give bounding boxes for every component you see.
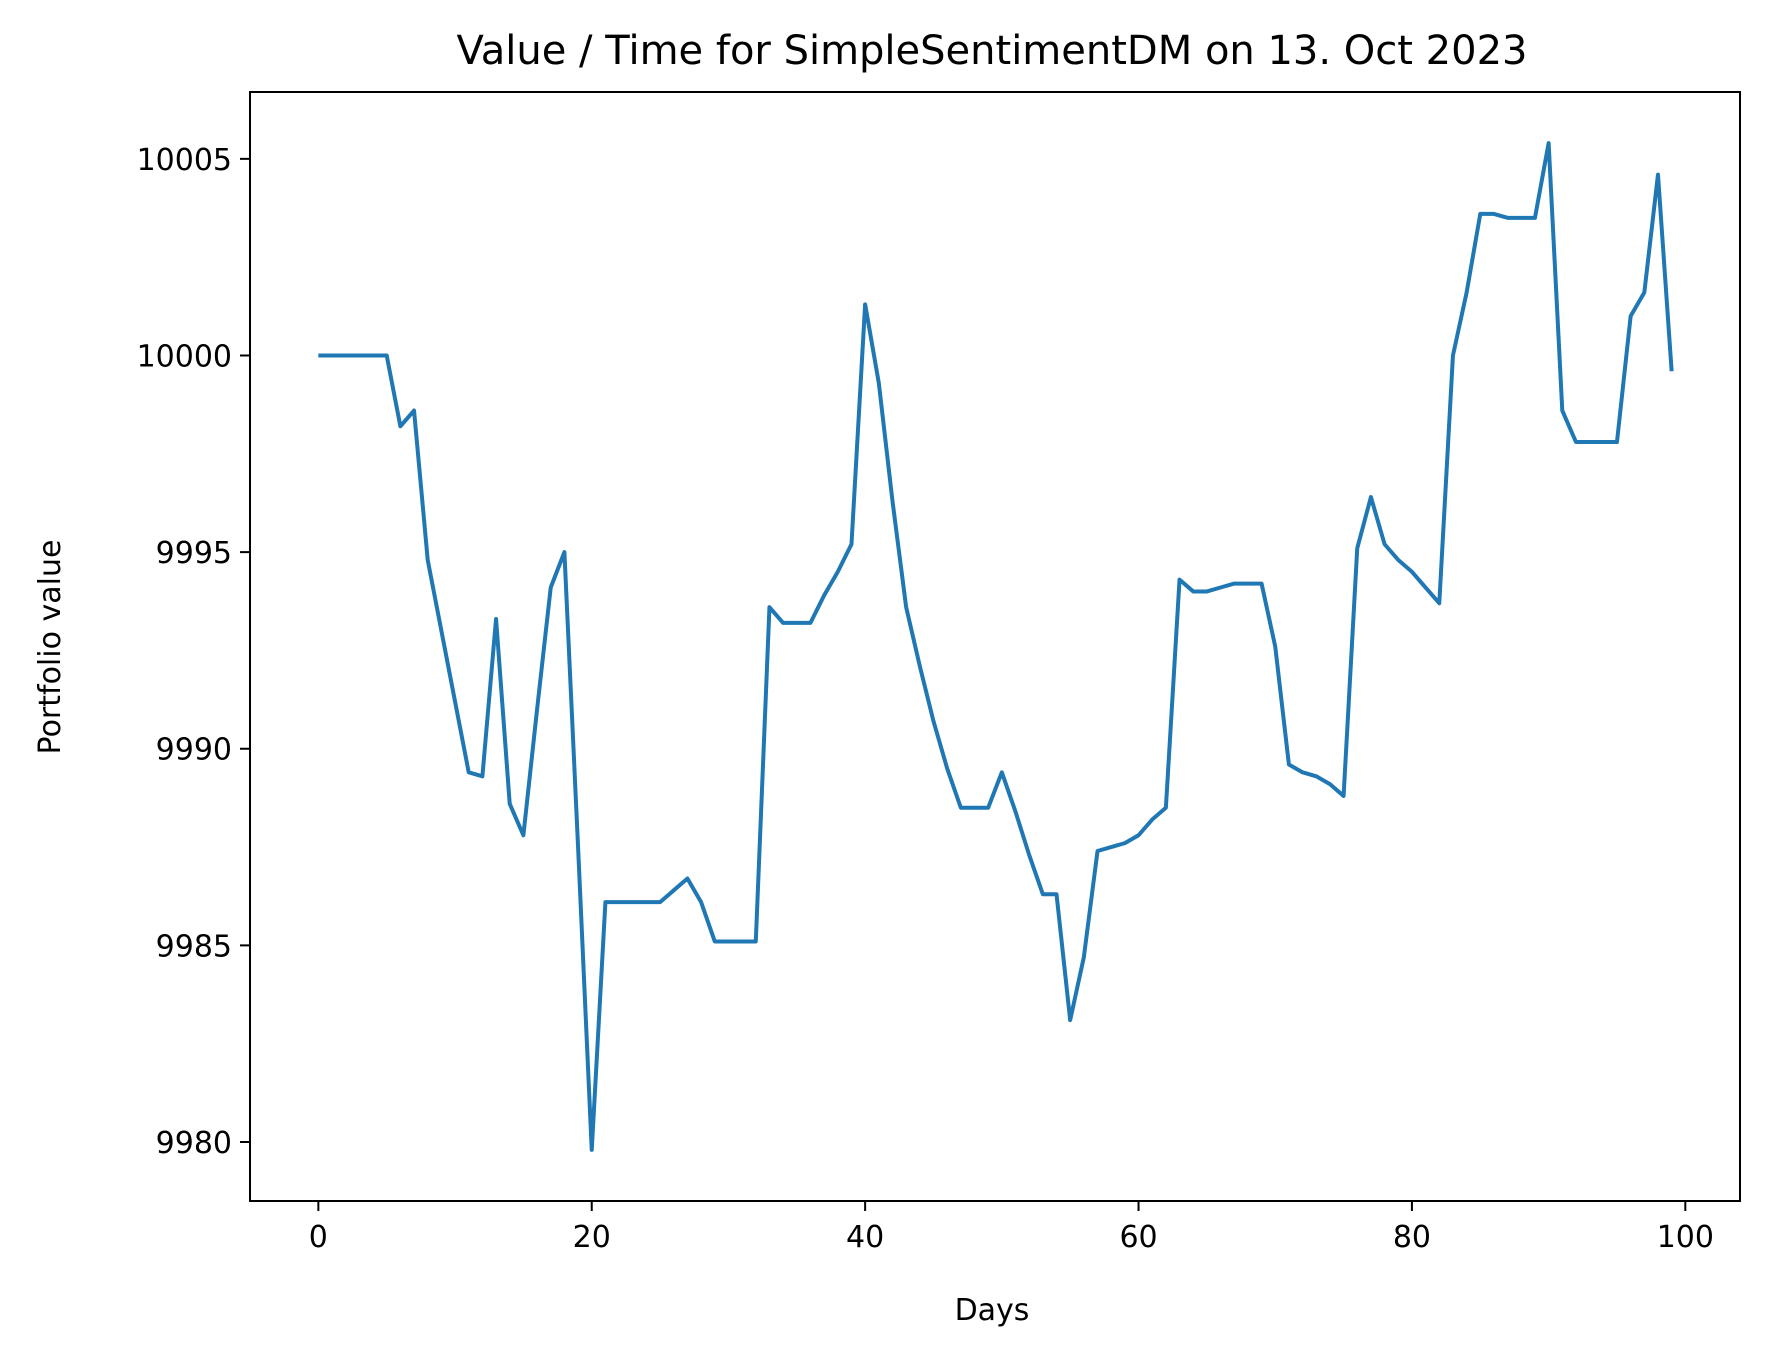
y-tick-label: 10005 <box>137 143 232 178</box>
y-tick-label: 9995 <box>156 536 232 571</box>
axes-frame <box>249 91 1741 1202</box>
series-line <box>318 141 1674 1152</box>
y-axis: 9980 9985 9990 9995 10000 10005 <box>137 143 250 1161</box>
x-tick-label: 40 <box>846 1220 884 1255</box>
y-tick-label: 10000 <box>137 339 232 374</box>
x-axis: 0 20 40 60 80 100 <box>309 1201 1714 1255</box>
y-tick-label: 9990 <box>156 733 232 768</box>
x-tick-label: 100 <box>1657 1220 1714 1255</box>
x-tick-label: 60 <box>1119 1220 1157 1255</box>
x-axis-label: Days <box>955 1293 1030 1328</box>
y-tick-label: 9980 <box>156 1126 232 1161</box>
x-tick-label: 0 <box>309 1220 328 1255</box>
y-tick-label: 9985 <box>156 929 232 964</box>
chart-title: Value / Time for SimpleSentimentDM on 13… <box>457 28 1528 74</box>
x-tick-label: 80 <box>1393 1220 1431 1255</box>
y-axis-label: Portfolio value <box>33 540 68 755</box>
x-tick-label: 20 <box>573 1220 611 1255</box>
